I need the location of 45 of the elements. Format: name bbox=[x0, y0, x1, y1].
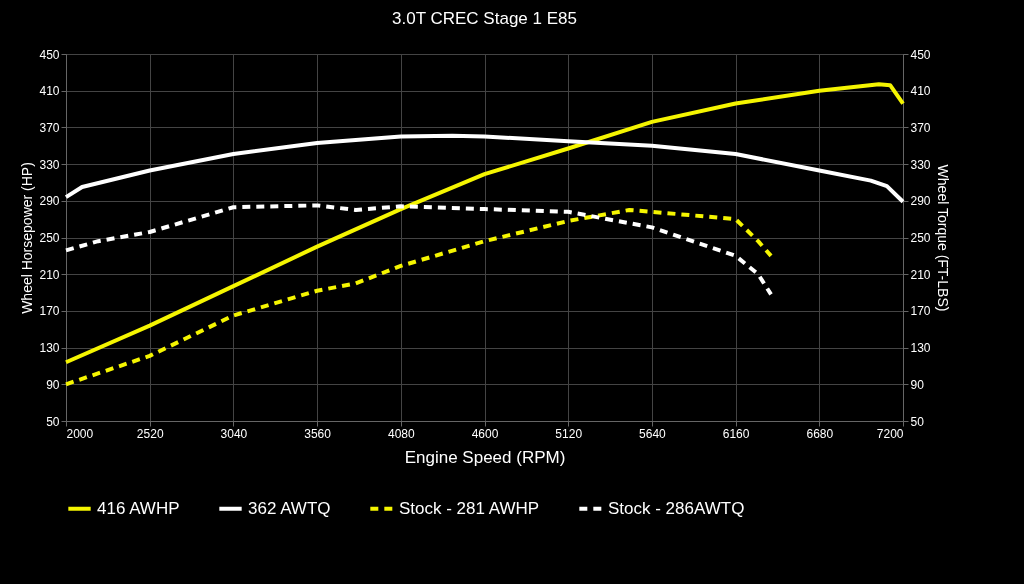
x-tick-label: 3040 bbox=[220, 426, 248, 441]
x-tick-label: 4600 bbox=[471, 426, 499, 441]
x-tick-label: 2520 bbox=[136, 426, 164, 441]
x-tick-label: 6680 bbox=[806, 426, 834, 441]
y2-tick-label: 50 bbox=[910, 414, 925, 429]
line-series bbox=[64, 82, 905, 365]
y-tick-label: 90 bbox=[46, 377, 60, 392]
y-tick-label: 410 bbox=[39, 84, 60, 99]
y2-axis-title: Wheel Torque (FT-LBS) bbox=[934, 164, 951, 312]
line-series bbox=[64, 207, 774, 387]
x-tick-label: 2000 bbox=[66, 426, 94, 441]
y-tick-label: 330 bbox=[39, 157, 60, 172]
y2-tick-label: 450 bbox=[910, 47, 931, 62]
y-axis-title: Wheel Horsepower (HP) bbox=[19, 162, 36, 314]
x-axis-title: Engine Speed (RPM) bbox=[404, 447, 566, 467]
chart-title: 3.0T CREC Stage 1 E85 bbox=[392, 9, 577, 28]
y-tick-label: 290 bbox=[39, 194, 60, 209]
line-series bbox=[64, 133, 905, 204]
y-tick-label: 450 bbox=[39, 47, 60, 62]
y2-tick-label: 130 bbox=[910, 341, 931, 356]
y2-tick-label: 90 bbox=[910, 377, 925, 392]
y-tick-label: 210 bbox=[39, 267, 60, 282]
y-tick-label: 170 bbox=[39, 304, 60, 319]
x-tick-label: 4080 bbox=[387, 426, 415, 441]
y2-tick-label: 410 bbox=[910, 84, 931, 99]
x-tick-label: 6160 bbox=[722, 426, 750, 441]
y2-tick-label: 330 bbox=[910, 157, 931, 172]
y-tick-label: 130 bbox=[39, 341, 60, 356]
y-tick-label: 250 bbox=[39, 231, 60, 245]
x-tick-label: 3560 bbox=[304, 426, 332, 441]
y2-tick-label: 370 bbox=[910, 120, 931, 135]
x-tick-label: 5120 bbox=[555, 426, 583, 441]
legend-label: 416 AWHP bbox=[97, 498, 180, 518]
y-tick-label: 50 bbox=[46, 414, 60, 429]
legend-label: 362 AWTQ bbox=[248, 498, 331, 518]
y2-tick-label: 210 bbox=[910, 267, 931, 282]
y-tick-label: 370 bbox=[39, 120, 60, 135]
y2-tick-label: 170 bbox=[910, 304, 931, 319]
y2-tick-label: 250 bbox=[910, 231, 931, 245]
x-tick-label: 7200 bbox=[876, 426, 904, 441]
line-series bbox=[64, 203, 774, 297]
y2-tick-label: 290 bbox=[910, 194, 931, 209]
x-tick-label: 5640 bbox=[639, 426, 667, 441]
legend-label: Stock - 286AWTQ bbox=[608, 498, 745, 518]
legend-label: Stock - 281 AWHP bbox=[399, 498, 540, 518]
